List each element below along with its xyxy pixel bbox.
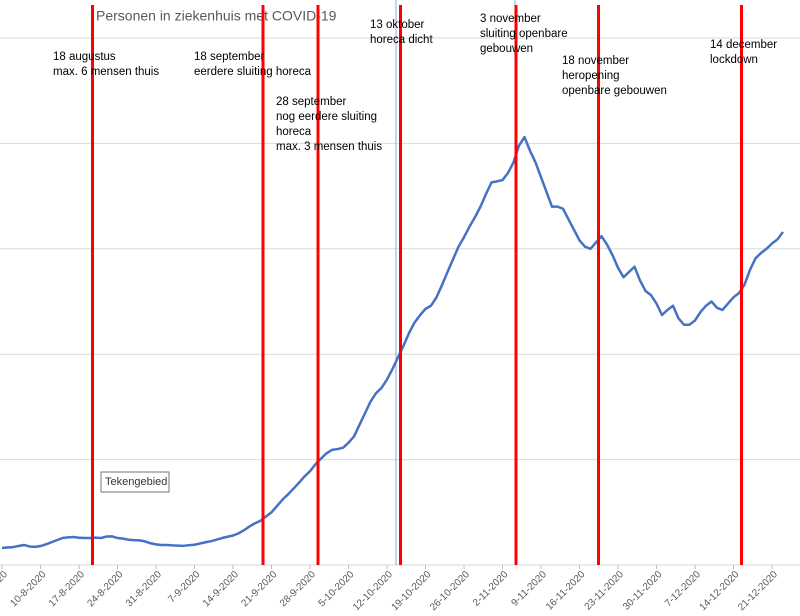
x-tick-label: 23-11-2020 — [583, 569, 627, 613]
event-label: 28 september — [276, 96, 346, 108]
event-label: 18 november — [562, 55, 629, 67]
x-tick-label: 17-8-2020 — [47, 569, 87, 609]
event-label: lockdown — [710, 54, 758, 66]
x-tick-label: 21-9-2020 — [239, 569, 279, 609]
x-tick-label: 19-10-2020 — [390, 569, 434, 613]
tooltip-frame — [100, 471, 170, 493]
tooltip-text: Tekengebied — [105, 476, 167, 488]
chart-title: Personen in ziekenhuis met COVID-19 — [96, 8, 337, 24]
x-tick-label: 16-11-2020 — [544, 569, 588, 613]
event-label: gebouwen — [480, 43, 533, 55]
event-label: 18 augustus — [53, 51, 116, 63]
event-label: horeca — [276, 126, 312, 138]
event-label: horeca dicht — [370, 34, 433, 46]
tooltip-box: Tekengebied — [100, 471, 170, 493]
event-label: nog eerdere sluiting — [276, 111, 377, 123]
x-tick-label: 31-8-2020 — [124, 569, 164, 609]
x-tick-label: 26-10-2020 — [428, 569, 472, 613]
event-label: max. 3 mensen thuis — [276, 141, 382, 153]
x-tick-label: 2-11-2020 — [471, 569, 511, 609]
x-tick-label: 5-10-2020 — [316, 569, 356, 609]
event-label: eerdere sluiting horeca — [194, 66, 312, 78]
x-tick-label: 30-11-2020 — [621, 569, 665, 613]
x-tick-label: 9-11-2020 — [509, 569, 549, 609]
x-tick-label: 7-12-2020 — [663, 569, 703, 609]
event-label: max. 6 mensen thuis — [53, 66, 159, 78]
x-tick-label: 14-12-2020 — [698, 569, 742, 613]
x-tick-label: 7-9-2020 — [166, 569, 202, 605]
x-tick-label: 12-10-2020 — [351, 569, 395, 613]
event-label: heropening — [562, 70, 620, 82]
event-label: 18 september — [194, 51, 264, 63]
x-tick-label: 28-9-2020 — [278, 569, 318, 609]
x-tick-label: 14-9-2020 — [201, 569, 241, 609]
data-line — [1, 135, 785, 550]
event-label: openbare gebouwen — [562, 85, 667, 97]
x-tick-label: 21-12-2020 — [736, 569, 780, 613]
event-label: sluiting openbare — [480, 28, 568, 40]
event-label: 13 oktober — [370, 19, 425, 31]
event-label: 14 december — [710, 39, 777, 51]
x-tick-label: 24-8-2020 — [85, 569, 125, 609]
event-label: 3 november — [480, 13, 541, 25]
x-tick-label: 10-8-2020 — [8, 569, 48, 609]
